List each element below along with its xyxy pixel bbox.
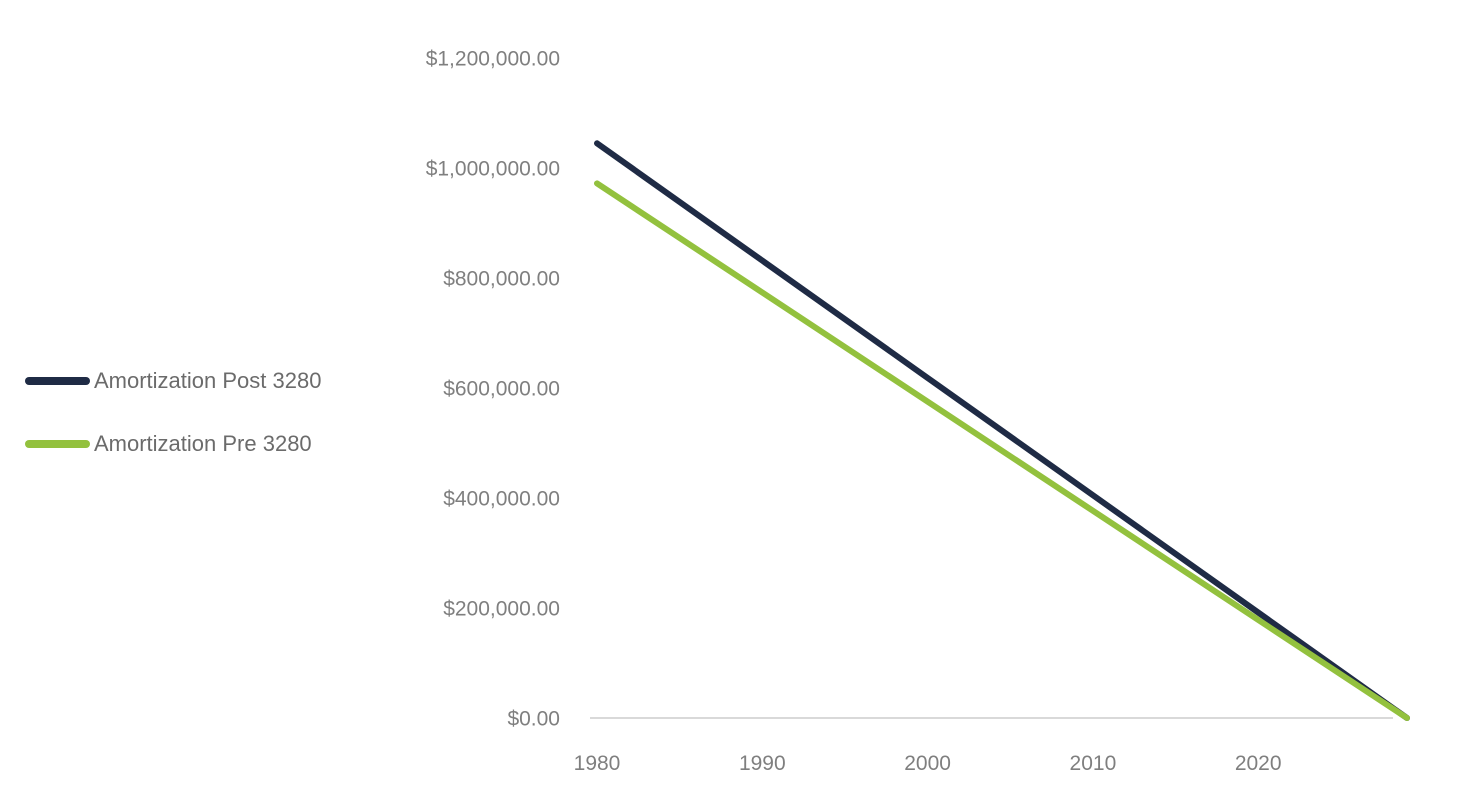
- y-tick-label: $800,000.00: [443, 268, 560, 291]
- y-tick-label: $600,000.00: [443, 378, 560, 401]
- legend-line-swatch-pre-3280: [25, 440, 90, 448]
- x-tick-label: 2010: [1070, 752, 1117, 775]
- series-line-amortization-post-3280: [594, 140, 1410, 721]
- legend-label-post-3280: Amortization Post 3280: [94, 368, 322, 393]
- x-tick-label: 2020: [1235, 752, 1282, 775]
- legend-item-pre-3280: Amortization Pre 3280: [25, 429, 321, 459]
- y-tick-label: $400,000.00: [443, 488, 560, 511]
- x-tick-label: 2000: [904, 752, 951, 775]
- y-tick-label: $1,200,000.00: [426, 48, 560, 71]
- chart-legend: Amortization Post 3280 Amortization Pre …: [25, 366, 321, 492]
- y-tick-label: $0.00: [507, 708, 560, 731]
- x-tick-label: 1990: [739, 752, 786, 775]
- legend-item-post-3280: Amortization Post 3280: [25, 366, 321, 396]
- legend-label-pre-3280: Amortization Pre 3280: [94, 431, 312, 456]
- x-tick-label: 1980: [574, 752, 621, 775]
- y-tick-label: $1,000,000.00: [426, 158, 560, 181]
- series-line-amortization-pre-3280: [594, 180, 1410, 721]
- y-tick-label: $200,000.00: [443, 598, 560, 621]
- legend-line-swatch-post-3280: [25, 377, 90, 385]
